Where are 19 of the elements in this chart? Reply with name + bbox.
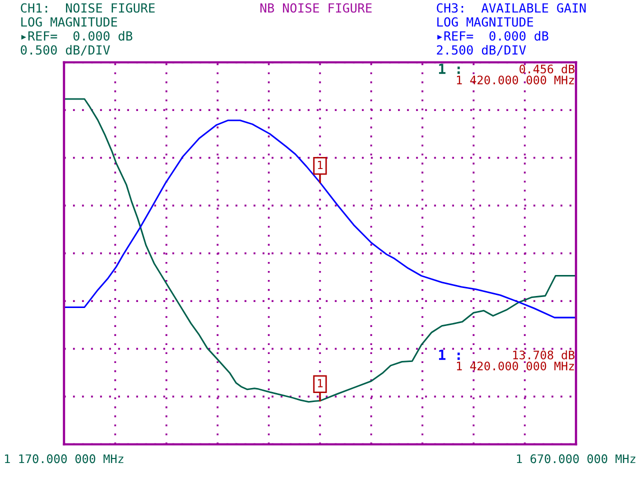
x-tick-label: 1 170.000 000 MHz bbox=[5, 454, 124, 464]
text: ▸REF= 0.000 dB bbox=[437, 30, 548, 41]
annotation: 1 420.000 000 MHz bbox=[457, 362, 574, 370]
text: 1 : bbox=[439, 64, 460, 74]
annotation: 13.708 dB bbox=[513, 350, 574, 360]
text: ▸REF= 0.000 dB bbox=[21, 30, 132, 41]
text: 1 420.000 000 MHz bbox=[457, 76, 574, 84]
text: 2.500 dB/DIV bbox=[436, 44, 526, 56]
text: LOG MAGNITUDE bbox=[437, 17, 534, 27]
text: CH1: NOISE FIGURE bbox=[20, 3, 155, 13]
text: 0.500 dB/DIV bbox=[20, 44, 110, 56]
annotation: 1 bbox=[318, 160, 323, 169]
text: CH3: AVAILABLE GAIN bbox=[436, 3, 586, 13]
chart-title: NB NOISE FIGURE bbox=[260, 3, 372, 13]
text: LOG MAGNITUDE bbox=[21, 17, 118, 27]
x-tick-label: 1 670.000 000 MHz bbox=[517, 454, 636, 464]
annotation: 1 : bbox=[439, 350, 460, 360]
annotation: 1 bbox=[318, 379, 323, 388]
text: 0.456 dB bbox=[520, 64, 574, 74]
